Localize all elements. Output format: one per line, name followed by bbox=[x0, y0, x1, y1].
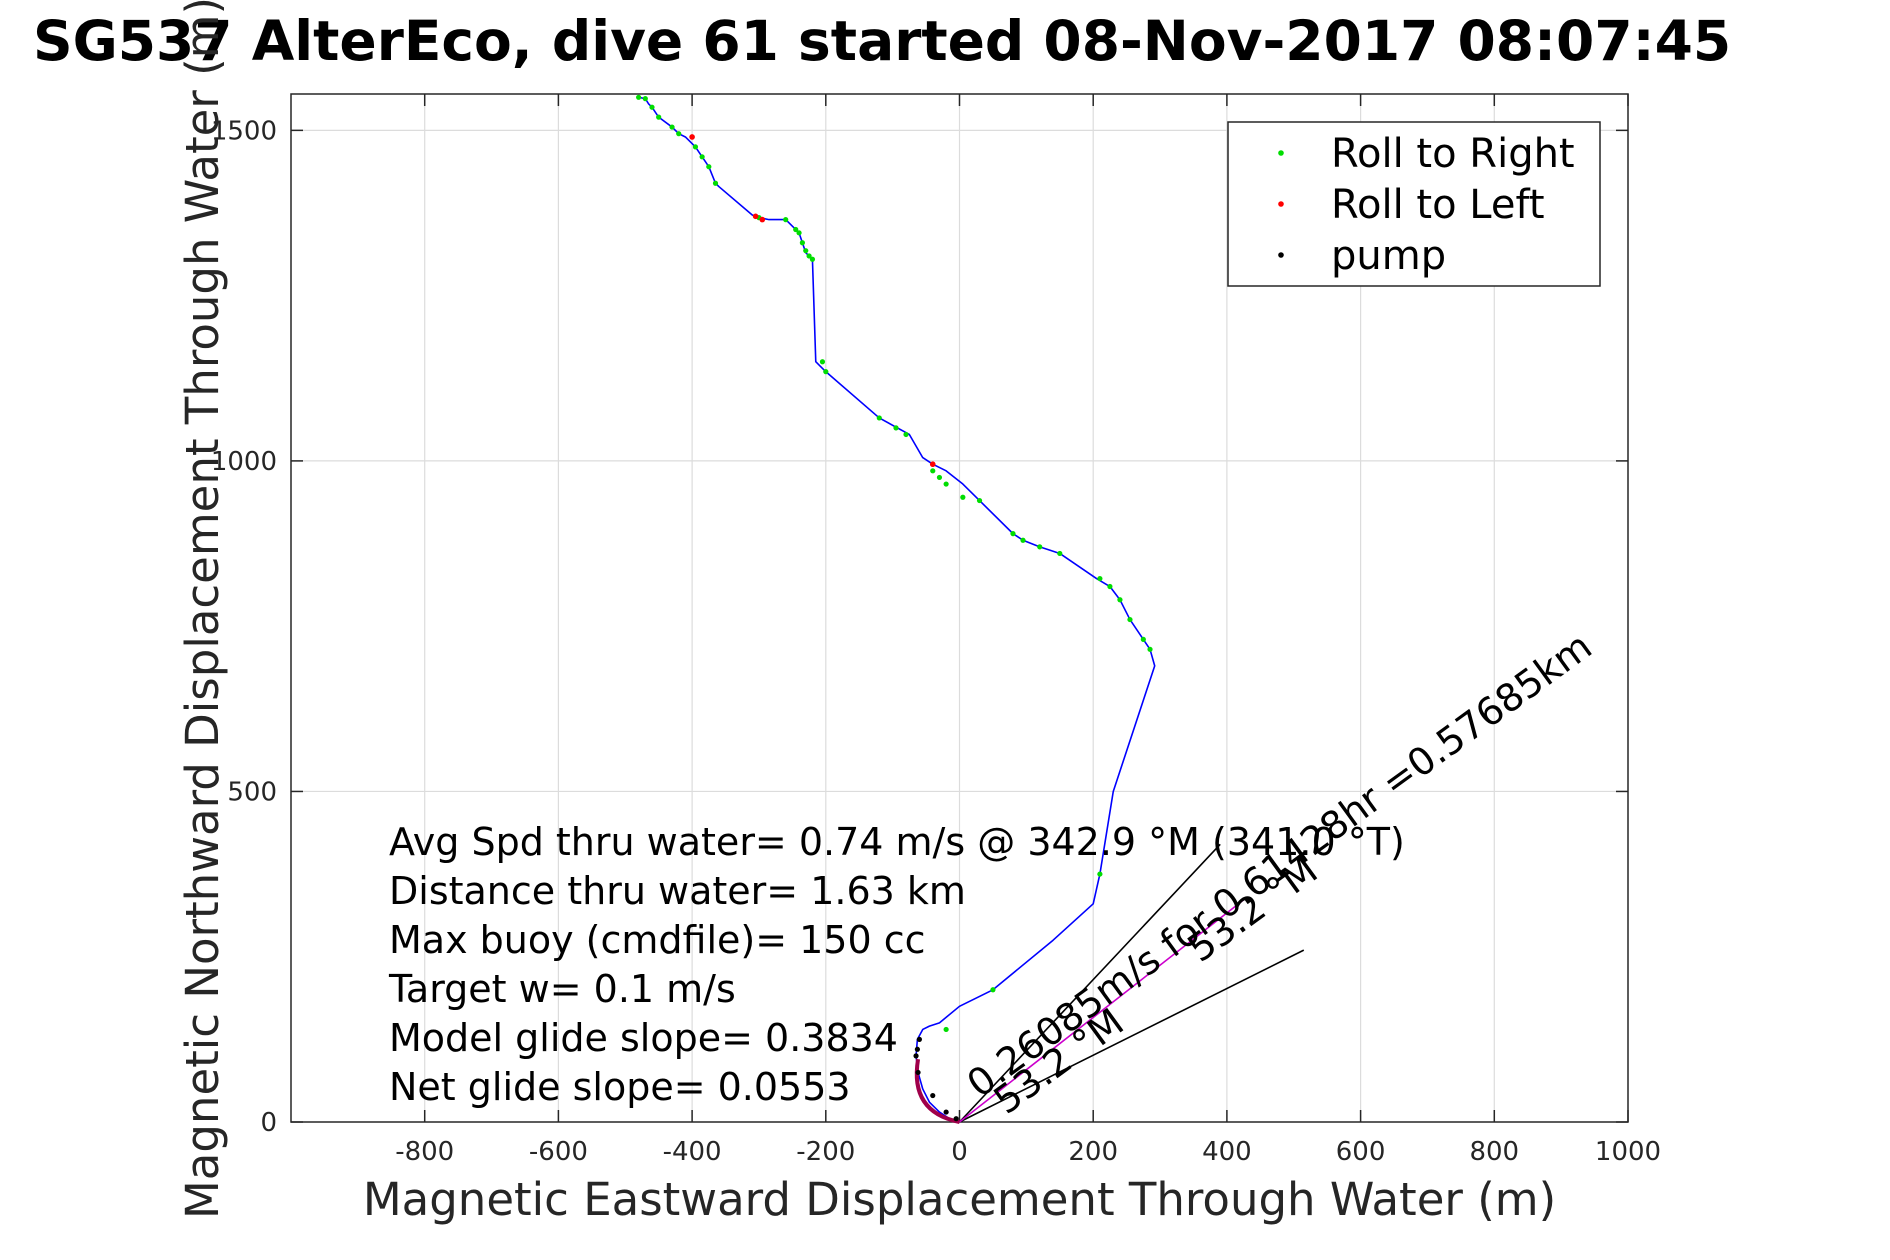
roll-right-point bbox=[876, 415, 882, 421]
pump-point bbox=[943, 1109, 949, 1115]
roll-right-point bbox=[1117, 597, 1123, 603]
roll-right-point bbox=[692, 144, 699, 150]
y-tick-label: 1500 bbox=[211, 116, 277, 146]
axis-ticks: -800 -600 -400 -200 0 200 400 600 800 1000 0 500 100… bbox=[211, 94, 1661, 1167]
annotation-layer: 0.26085m/s for 0.61428hr =0.57685km53.2 … bbox=[959, 624, 1600, 1123]
x-tick-label: 600 bbox=[1336, 1137, 1386, 1167]
chart-title: SG537 AlterEco, dive 61 started 08-Nov-2… bbox=[33, 9, 1731, 73]
stats-line: Net glide slope= 0.0553 bbox=[389, 1065, 851, 1109]
roll-right-point bbox=[796, 230, 802, 236]
x-tick-label: -400 bbox=[663, 1137, 722, 1167]
roll-right-point bbox=[699, 154, 705, 160]
roll-right-point bbox=[712, 180, 719, 186]
x-tick-label: -800 bbox=[395, 1137, 454, 1167]
x-tick-label: -600 bbox=[529, 1137, 588, 1167]
legend-marker bbox=[1278, 252, 1284, 258]
y-tick-label: 500 bbox=[227, 777, 277, 807]
y-tick-label: 1000 bbox=[211, 447, 277, 477]
roll-left-point bbox=[689, 134, 695, 140]
stats-line: Avg Spd thru water= 0.74 m/s @ 342.9 °M … bbox=[389, 820, 1405, 864]
roll-right-point bbox=[806, 253, 812, 259]
roll-right-point bbox=[669, 124, 675, 130]
roll-right-point bbox=[809, 256, 816, 262]
roll-right-point bbox=[642, 96, 648, 102]
roll-right-point bbox=[990, 987, 996, 993]
stats-line: Target w= 0.1 m/s bbox=[388, 967, 736, 1011]
legend-label: Roll to Right bbox=[1331, 131, 1575, 177]
pump-point bbox=[913, 1053, 919, 1059]
roll-right-point bbox=[893, 425, 899, 431]
x-tick-label: -200 bbox=[796, 1137, 855, 1167]
roll-right-point bbox=[1037, 544, 1043, 550]
x-tick-label: 800 bbox=[1469, 1137, 1519, 1167]
roll-right-point bbox=[819, 359, 826, 365]
roll-right-point bbox=[636, 94, 642, 100]
roll-right-point bbox=[676, 131, 682, 137]
stats-line: Distance thru water= 1.63 km bbox=[389, 869, 966, 913]
pump-point bbox=[953, 1116, 959, 1122]
x-tick-label: 400 bbox=[1202, 1137, 1252, 1167]
roll-right-point bbox=[1097, 575, 1103, 582]
roll-right-point bbox=[960, 494, 966, 500]
legend-box bbox=[1227, 121, 1601, 287]
roll-right-point bbox=[783, 217, 789, 223]
roll-right-point bbox=[1127, 616, 1133, 623]
glide-slope-line bbox=[958, 843, 1221, 1123]
roll-right-point bbox=[1057, 550, 1063, 557]
roll-right-point bbox=[930, 468, 936, 474]
turning-arc bbox=[914, 1058, 960, 1124]
pump-point bbox=[930, 1092, 936, 1099]
pump-point bbox=[914, 1046, 920, 1052]
x-tick-label: 0 bbox=[951, 1137, 968, 1167]
stats-line: Max buoy (cmdfile)= 150 cc bbox=[389, 918, 926, 962]
legend-label: pump bbox=[1331, 233, 1446, 279]
pump-point bbox=[915, 1069, 921, 1076]
roll-right-point bbox=[1107, 583, 1113, 590]
roll-right-point bbox=[1140, 636, 1146, 643]
legend-marker bbox=[1278, 201, 1284, 207]
roll-right-point bbox=[1097, 871, 1103, 877]
legend-label: Roll to Left bbox=[1331, 182, 1545, 228]
roll-right-point bbox=[976, 497, 983, 504]
roll-right-point bbox=[793, 226, 799, 233]
roll-left-point bbox=[929, 461, 936, 468]
series-layer bbox=[636, 94, 1305, 1124]
roll-right-point bbox=[1010, 531, 1016, 537]
roll-right-point bbox=[1020, 537, 1026, 543]
x-tick-label: 200 bbox=[1068, 1137, 1118, 1167]
roll-right-point bbox=[803, 248, 809, 254]
current-vector-line bbox=[959, 896, 1248, 1123]
y-tick-label: 0 bbox=[260, 1108, 277, 1138]
roll-left-point bbox=[752, 213, 759, 220]
roll-right-point bbox=[799, 240, 806, 246]
x-tick-label: 1000 bbox=[1595, 1137, 1661, 1167]
glide-slope-line bbox=[959, 949, 1305, 1123]
x-axis-label: Magnetic Eastward Displacement Through W… bbox=[363, 1173, 1556, 1226]
stats-line: Model glide slope= 0.3834 bbox=[389, 1016, 898, 1060]
roll-right-point bbox=[823, 369, 829, 375]
grid-layer bbox=[291, 94, 1628, 1122]
roll-right-point bbox=[936, 474, 943, 481]
pump-point bbox=[916, 1036, 922, 1042]
roll-right-point bbox=[706, 164, 712, 170]
roll-right-point bbox=[943, 481, 949, 487]
y-axis-label: Magnetic Northward Displacement Through … bbox=[176, 0, 229, 1219]
roll-right-point bbox=[656, 114, 662, 120]
roll-right-point bbox=[943, 1026, 949, 1033]
legend-marker bbox=[1278, 150, 1284, 156]
roll-right-point bbox=[903, 431, 909, 438]
roll-right-point bbox=[1147, 646, 1153, 652]
roll-left-point bbox=[759, 216, 766, 223]
dive-stats-block: Avg Spd thru water= 0.74 m/s @ 342.9 °M … bbox=[388, 820, 1405, 1109]
legend: Roll to Right Roll to Left pump bbox=[1227, 121, 1601, 287]
roll-right-point bbox=[649, 104, 655, 110]
